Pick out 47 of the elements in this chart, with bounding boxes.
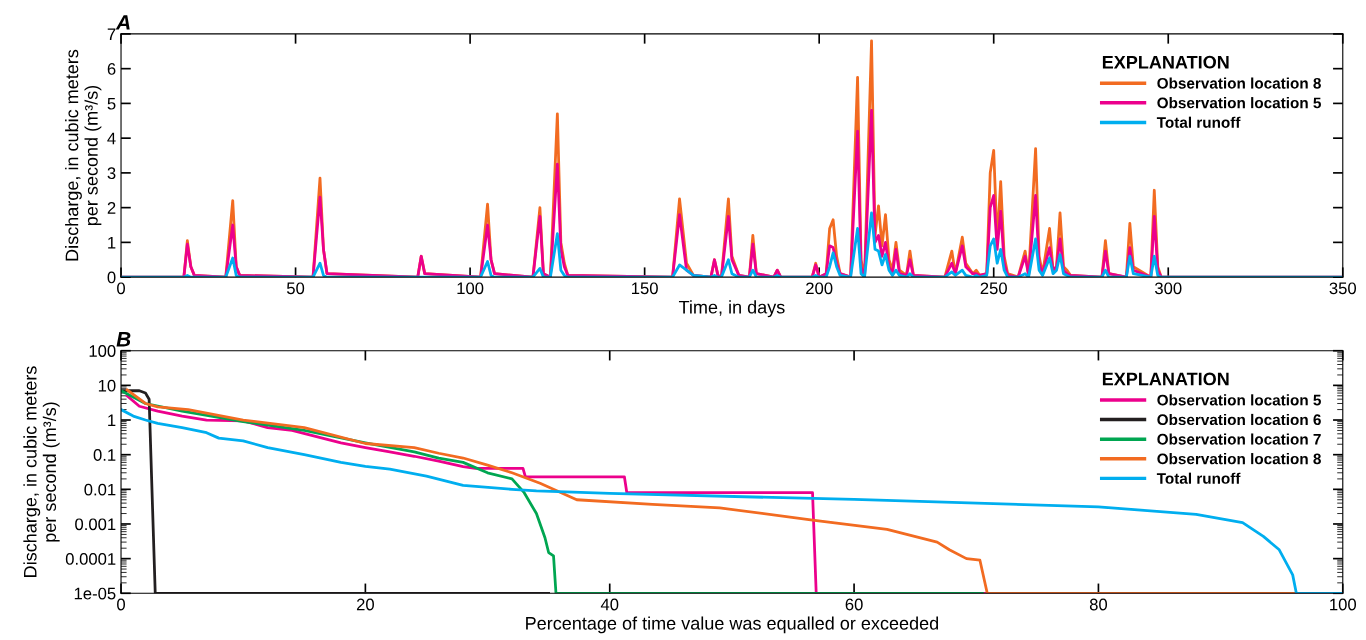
- x-tick-label: 250: [980, 282, 1007, 295]
- x-tick-label: 150: [632, 282, 658, 295]
- y-tick-label: 0.1: [93, 449, 116, 461]
- legend-label: Observation location 8: [1157, 77, 1321, 89]
- x-tick-label: 80: [1089, 598, 1108, 611]
- y-tick-label: 6: [107, 63, 116, 75]
- legend-label: Total runoff: [1156, 472, 1241, 484]
- legend-label: Observation location 5: [1157, 97, 1321, 109]
- x-tick-label: 40: [600, 598, 619, 611]
- x-tick-label: 350: [1329, 282, 1357, 295]
- y-tick-label: 10: [98, 379, 116, 392]
- y-tick-label: 100: [89, 345, 116, 357]
- legend-label: Observation location 5: [1157, 394, 1321, 406]
- y-tick-label: 4: [107, 132, 116, 145]
- legend-title: EXPLANATION: [1102, 372, 1229, 386]
- y-tick-label: 0: [107, 271, 116, 284]
- y-tick-label: 1e-05: [74, 587, 116, 600]
- x-tick-label: 100: [457, 282, 484, 295]
- y-tick-label: 0.01: [84, 483, 116, 496]
- x-tick-label: 200: [806, 282, 833, 295]
- x-tick-label: 100: [1330, 598, 1357, 611]
- y-tick-label: 5: [107, 97, 116, 110]
- y-tick-label: 0.001: [75, 518, 116, 531]
- y-tick-label: 7: [107, 28, 116, 40]
- y-tick-label: 0.0001: [65, 553, 116, 565]
- legend-label: Observation location 8: [1157, 453, 1321, 465]
- x-tick-label: 300: [1154, 282, 1182, 295]
- legend-title: EXPLANATION: [1102, 55, 1229, 69]
- y-axis-title: Discharge, in cubic meters per second (m³/s): [65, 49, 102, 261]
- x-tick-label: 60: [845, 598, 863, 611]
- chart-title: B: [116, 332, 131, 347]
- line-series: [121, 389, 551, 594]
- y-tick-label: 1: [108, 414, 116, 427]
- y-tick-label: 3: [107, 167, 116, 180]
- x-tick-label: 0: [117, 282, 126, 295]
- legend-label: Observation location 6: [1157, 413, 1321, 426]
- y-tick-label: 1: [108, 236, 116, 249]
- chart-title: A: [115, 15, 130, 30]
- y-tick-label: 2: [107, 202, 116, 214]
- legend-label: Observation location 7: [1157, 433, 1321, 445]
- x-tick-label: 50: [286, 282, 305, 295]
- x-tick-label: 20: [356, 598, 374, 611]
- y-axis-title: Discharge, in cubic meters per second (m³/s): [23, 366, 60, 577]
- x-axis-title: Percentage of time value was equalled or exceeded: [526, 616, 939, 634]
- x-tick-label: 0: [117, 598, 126, 611]
- x-axis-title: Time, in days: [678, 300, 785, 318]
- legend-label: Total runoff: [1156, 116, 1241, 128]
